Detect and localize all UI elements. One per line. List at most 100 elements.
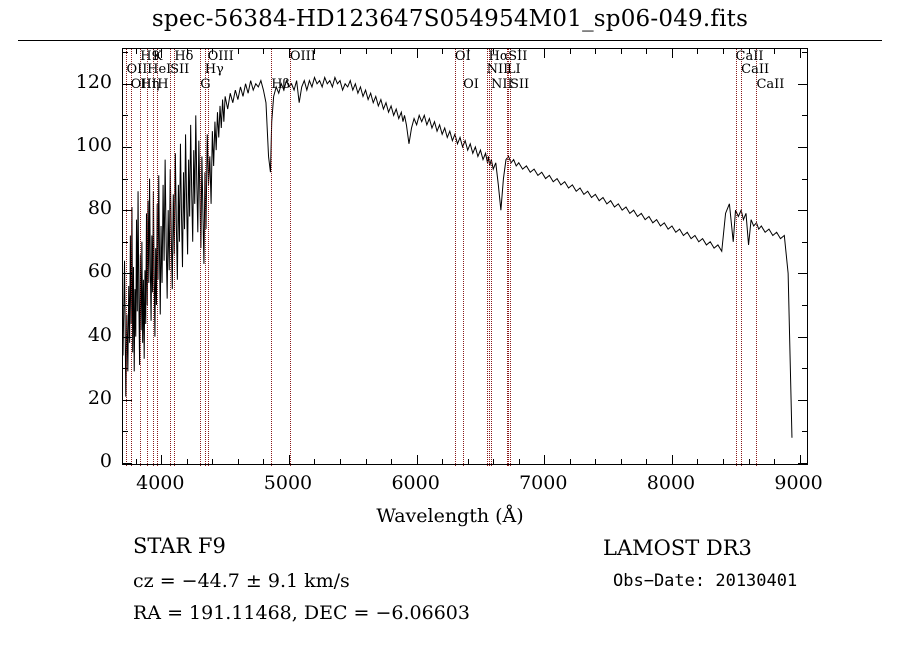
y-tick-minor (123, 52, 128, 54)
x-tick-minor (646, 459, 648, 464)
y-tick-minor (802, 241, 807, 243)
y-tick-minor (802, 368, 807, 370)
spectral-line-marker (152, 49, 154, 466)
x-tick-minor (186, 459, 188, 464)
x-tick-minor (518, 49, 520, 54)
y-tick-major (798, 210, 807, 212)
spectral-line-marker (756, 49, 758, 466)
spectral-line-label: SII (509, 77, 530, 92)
y-tick-label: 20 (87, 386, 112, 409)
spectral-line-marker (488, 49, 490, 466)
y-tick-label: 60 (87, 260, 112, 283)
x-tick-major (288, 49, 290, 58)
spectral-line-marker (200, 49, 202, 466)
spectral-line-marker (140, 49, 142, 466)
spectral-line-label: Hγ (204, 62, 224, 77)
title-divider (18, 40, 882, 41)
x-tick-minor (391, 459, 393, 464)
x-tick-minor (263, 49, 265, 54)
spectral-line-label: CaII (735, 49, 764, 64)
x-tick-minor (340, 459, 342, 464)
survey-label: LAMOST DR3 (603, 536, 752, 560)
coordinates: RA = 191.11468, DEC = −6.06603 (133, 602, 470, 624)
x-tick-minor (748, 459, 750, 464)
y-tick-major (798, 146, 807, 148)
y-tick-minor (123, 241, 128, 243)
x-tick-minor (212, 459, 214, 464)
spectral-line-marker (204, 49, 206, 466)
x-tick-minor (748, 49, 750, 54)
x-tick-minor (442, 459, 444, 464)
figure-title: spec-56384-HD123647S054954M01_sp06-049.f… (151, 6, 749, 32)
x-tick-minor (365, 459, 367, 464)
spectral-line-label: OIII (207, 49, 234, 64)
x-tick-minor (212, 49, 214, 54)
x-tick-label: 4000 (136, 472, 185, 494)
spectral-line-label: OIII (130, 77, 157, 92)
spectral-line-label: SII (508, 49, 528, 64)
object-class-label: STAR F9 (133, 534, 226, 558)
y-tick-minor (802, 178, 807, 180)
y-tick-major (798, 273, 807, 275)
spectral-line-label: H9 (140, 49, 160, 64)
x-tick-major (161, 49, 163, 58)
x-tick-minor (518, 459, 520, 464)
x-tick-minor (493, 49, 495, 54)
spectral-line-marker (170, 49, 172, 466)
x-tick-label: 9000 (774, 472, 823, 494)
x-tick-minor (595, 49, 597, 54)
x-tick-minor (569, 459, 571, 464)
y-tick-major (798, 336, 807, 338)
x-tick-minor (365, 49, 367, 54)
y-tick-major (123, 83, 132, 85)
spectral-line-marker (506, 49, 508, 466)
x-tick-major (416, 455, 418, 464)
spectral-line-marker (735, 49, 737, 466)
y-tick-major (123, 146, 132, 148)
x-tick-minor (697, 49, 699, 54)
y-tick-label: 40 (87, 323, 112, 346)
x-tick-minor (620, 49, 622, 54)
y-tick-minor (802, 304, 807, 306)
y-tick-minor (123, 368, 128, 370)
y-tick-major (123, 210, 132, 212)
spectral-line-label: NII (491, 77, 513, 92)
y-tick-minor (123, 178, 128, 180)
spectral-line-marker (486, 49, 488, 466)
x-tick-minor (391, 49, 393, 54)
y-tick-label: 120 (75, 70, 112, 93)
spectral-line-marker (741, 49, 743, 466)
spectral-line-label: OII (126, 62, 148, 77)
y-tick-minor (123, 115, 128, 117)
spectral-line-label: OI (463, 77, 479, 92)
x-tick-major (671, 49, 673, 58)
y-tick-major (123, 463, 132, 464)
x-tick-major (416, 49, 418, 58)
x-tick-label: 7000 (519, 472, 568, 494)
y-tick-major (123, 273, 132, 275)
spectral-line-marker (174, 49, 176, 466)
x-tick-major (671, 455, 673, 464)
x-axis-title: Wavelength (Å) (376, 505, 524, 527)
x-tick-minor (186, 49, 188, 54)
spectral-line-marker (509, 49, 511, 466)
spectral-line-marker (157, 49, 159, 466)
x-tick-minor (135, 49, 137, 54)
x-tick-minor (237, 49, 239, 54)
spectral-line-marker (207, 49, 209, 466)
spectral-line-marker (130, 49, 132, 466)
x-tick-major (799, 455, 801, 464)
spectral-line-label: K (152, 49, 163, 64)
spectral-line-label: Hβ (271, 77, 291, 92)
x-tick-minor (697, 459, 699, 464)
spectrum-trace (123, 75, 793, 438)
observation-date: Obs−Date: 20130401 (613, 571, 798, 591)
spectral-line-label: HeI (147, 62, 172, 77)
spectral-line-label: Hα (488, 49, 509, 64)
x-tick-label: 5000 (263, 472, 313, 494)
x-tick-label: 8000 (646, 472, 696, 494)
spectral-line-label: Hη (140, 77, 160, 92)
y-tick-minor (123, 431, 128, 433)
x-tick-minor (314, 49, 316, 54)
